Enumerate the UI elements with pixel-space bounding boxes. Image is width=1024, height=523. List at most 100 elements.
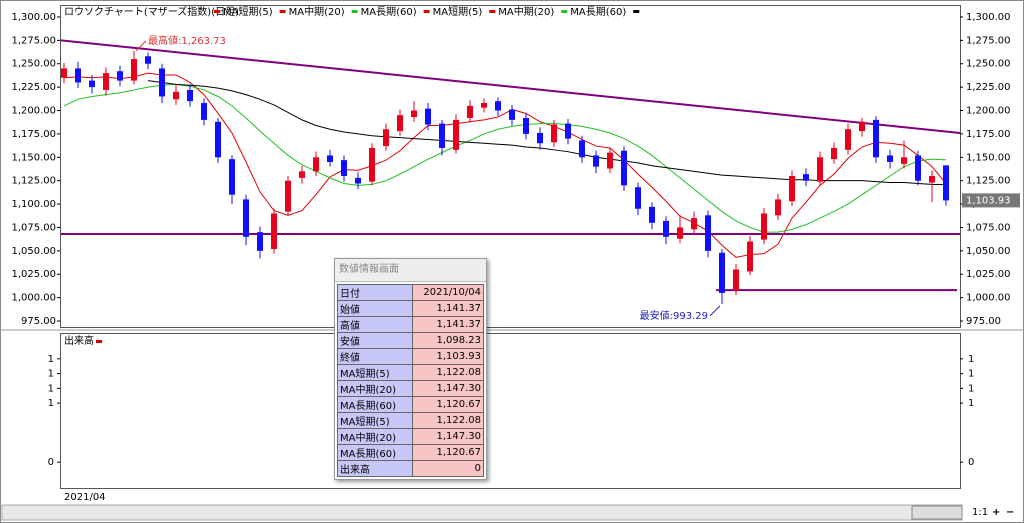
info-row: MA短期(5) 1,122.08 [337,364,484,381]
candle-body [159,68,165,97]
y-tick-label: 1,175.00 [966,129,1011,140]
info-key: 安値 [337,332,413,349]
info-value: 1,120.67 [412,444,484,461]
info-row: MA中期(20) 1,147.30 [337,380,484,397]
y-tick-label: 1,075.00 [11,222,56,233]
candle-body [355,177,361,184]
candle-body [61,68,67,78]
info-row: 終値 1,103.93 [337,348,484,365]
candle-body [89,80,95,88]
legend-marker [561,10,568,13]
y-tick-label: 0 [968,457,974,468]
candle-body [845,129,851,150]
info-value: 1,141.37 [412,300,484,317]
y-tick-label: 1,025.00 [966,269,1011,280]
y-tick-label: 1 [48,383,54,394]
candle-body [495,101,501,111]
info-row: MA短期(5) 1,122.08 [337,412,484,429]
info-value: 1,141.37 [412,316,484,333]
candle-body [243,199,249,237]
legend-marker [489,10,496,13]
y-tick-label: 1,300.00 [11,12,56,23]
y-tick-label: 1,250.00 [966,59,1011,70]
candle-body [145,56,151,64]
candle-body [285,180,291,212]
info-value: 1,103.93 [412,348,484,365]
y-tick-label: 1,000.00 [11,293,56,304]
info-row: MA長期(60) 1,120.67 [337,444,484,461]
ma-line [147,80,947,186]
high-label: 最高値:1,263.73 [148,34,226,47]
candle-body [173,91,179,100]
y-tick-label: 1 [968,369,974,380]
zoom-label[interactable]: 1:1 [972,507,988,518]
candle-body [453,119,459,150]
info-key: MA中期(20) [337,428,413,445]
candle-body [649,206,655,223]
ma-line [63,72,947,258]
candle-body [705,215,711,251]
info-key: MA長期(60) [337,444,413,461]
panel-title: 数値情報画面 [335,259,486,282]
info-row: MA中期(20) 1,147.30 [337,428,484,445]
info-key: MA中期(20) [337,380,413,397]
legend-label: MA短期(5) [433,5,483,18]
y-tick-label: 1,125.00 [11,176,56,187]
candle-body [299,171,305,178]
candle-body [915,155,921,181]
info-panel[interactable]: 数値情報画面 日付 2021/10/04 始値 1,141.37 高値 1,141.37 安… [334,258,487,480]
info-key: 日付 [337,284,413,301]
high-leader [135,40,147,52]
y-tick-label: 1 [968,398,974,409]
candle-body [481,103,487,108]
trend-line [60,39,961,134]
y-tick-label: 1,025.00 [11,269,56,280]
candle-body [719,252,725,293]
legend-label: MA長期(60) [570,6,626,18]
y-tick-label: 1,175.00 [11,129,56,140]
info-key: 出来高 [337,460,413,477]
candle-body [257,232,263,251]
info-key: 終値 [337,348,413,365]
info-value: 1,098.23 [412,332,484,349]
candle-body [831,147,837,160]
candle-body [677,227,683,239]
candle-body [943,165,949,201]
zoom-in[interactable]: + [992,507,1000,518]
candle-body [761,213,767,240]
y-tick-label: 0 [48,457,54,468]
info-value: 1,122.08 [412,364,484,381]
candle-body [131,59,137,81]
candle-body [775,199,781,216]
candle-body [873,119,879,158]
info-value: 1,120.67 [412,396,484,413]
candle-body [411,110,417,118]
candle-body [397,115,403,132]
info-table: 日付 2021/10/04 始値 1,141.37 高値 1,141.37 安値 1,098.… [337,284,484,477]
candle-body [271,213,277,249]
candle-body [565,123,571,139]
candle-body [635,187,641,209]
candle-body [187,89,193,102]
info-row: 高値 1,141.37 [337,316,484,333]
candle-body [579,140,585,158]
candle-body [327,155,333,162]
zoom-out[interactable]: − [1006,507,1014,518]
y-tick-label: 1,000.00 [966,293,1011,304]
info-value: 0 [412,460,484,477]
legend-marker [279,10,286,13]
candle-body [383,129,389,147]
y-tick-label: 1,275.00 [11,35,56,46]
y-tick-label: 1,150.00 [966,152,1011,163]
y-tick-label: 1,300.00 [966,12,1011,23]
candle-body [789,176,795,202]
candle-body [117,71,123,81]
info-key: MA長期(60) [337,396,413,413]
chart-title: ロウソクチャート(マザーズ指数)(日足) [64,5,239,18]
y-tick-label: 1 [48,398,54,409]
info-value: 1,122.08 [412,412,484,429]
candle-body [887,155,893,162]
low-leader [709,305,721,317]
